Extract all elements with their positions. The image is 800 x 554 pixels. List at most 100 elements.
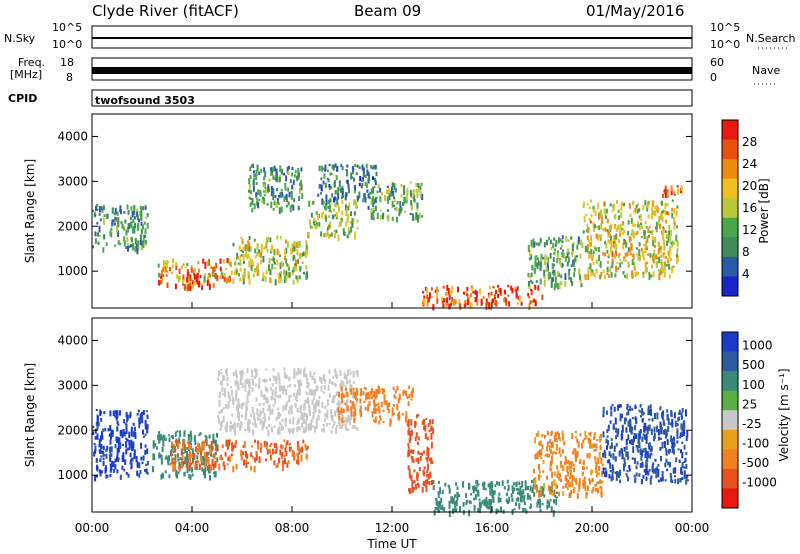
data-mark [277,273,280,279]
data-mark [603,208,606,215]
data-mark [676,423,679,427]
data-mark [561,235,564,240]
data-mark [667,461,670,466]
data-mark [312,425,314,428]
colorbar-frame [721,331,739,509]
data-mark [367,193,370,199]
data-mark [407,445,410,449]
data-mark [186,447,189,450]
data-mark [539,440,542,447]
data-mark [590,445,593,449]
data-mark [231,445,234,452]
data-mark [350,410,353,417]
data-mark [478,508,481,514]
data-mark [259,189,262,196]
data-mark [427,454,430,459]
data-mark [114,244,117,247]
data-mark [171,441,173,446]
data-mark [189,455,192,462]
data-mark [615,265,618,273]
data-mark [263,413,266,419]
data-mark [490,499,493,505]
data-mark [92,425,95,429]
data-mark [481,482,484,487]
data-mark [337,234,340,242]
data-mark [258,198,261,202]
data-mark [421,194,424,200]
data-mark [626,451,629,457]
data-mark [110,432,112,440]
data-mark [583,481,586,485]
freq-band [92,67,692,74]
data-mark [477,483,480,486]
data-mark [136,211,139,218]
data-mark [458,303,461,309]
data-mark [242,402,245,406]
data-mark [128,439,131,445]
data-mark [662,268,665,273]
data-mark [321,198,324,205]
data-mark [194,464,197,470]
data-mark [536,257,539,261]
data-mark [154,443,157,447]
data-mark [676,205,679,209]
data-mark [552,242,555,249]
colorbar-frame [721,119,739,297]
data-mark [308,406,311,413]
data-mark [110,227,113,231]
data-mark [574,456,577,461]
data-mark [579,239,582,242]
data-mark [362,391,365,396]
data-mark [305,418,308,421]
data-mark [250,452,253,457]
data-mark [344,423,347,431]
data-mark [672,449,675,455]
data-mark [664,479,667,482]
colorbar-tick-label: -100 [742,436,769,450]
data-mark [297,417,300,424]
data-mark [274,167,276,170]
data-mark [95,464,98,471]
data-mark [359,392,362,397]
data-mark [427,297,430,303]
data-mark [159,434,162,441]
scatter-region [602,403,689,485]
data-mark [596,439,599,442]
data-mark [333,423,335,426]
data-mark [254,440,256,443]
data-mark [614,253,617,259]
data-mark [440,497,443,504]
data-mark [508,496,511,503]
data-mark [678,409,681,415]
data-mark [644,464,647,468]
data-mark [218,411,221,414]
data-mark [320,377,323,384]
data-mark [322,424,325,427]
data-mark [298,446,301,452]
data-mark [232,242,235,247]
data-mark [268,406,271,411]
data-mark [671,212,674,219]
data-mark [562,491,565,496]
data-mark [615,435,617,440]
data-mark [195,463,198,471]
data-mark [572,463,575,467]
data-mark [275,376,278,380]
data-mark [170,272,173,275]
data-mark [493,293,496,297]
data-mark [269,387,272,391]
data-mark [204,470,206,478]
data-mark [407,401,410,407]
data-mark [599,479,602,484]
data-mark [472,488,475,494]
data-mark [554,435,557,442]
data-mark [631,442,634,446]
data-mark [285,247,288,254]
data-mark [568,276,571,280]
data-mark [94,445,97,452]
data-mark [588,452,591,459]
data-mark [546,499,549,505]
data-mark [109,425,112,432]
data-mark [162,444,165,447]
data-mark [546,239,548,246]
